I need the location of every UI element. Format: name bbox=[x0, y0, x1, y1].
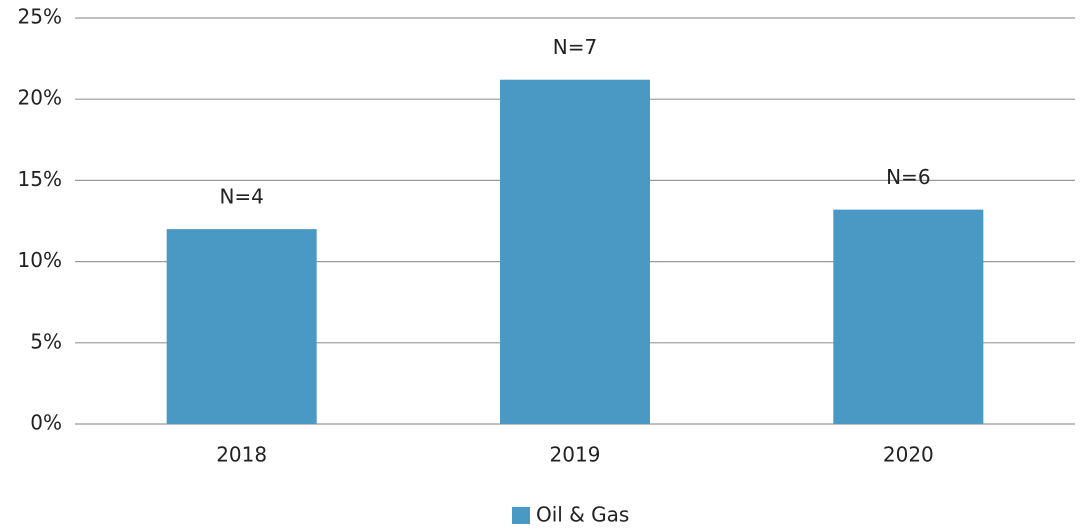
legend-label: Oil & Gas bbox=[536, 503, 629, 527]
y-tick-label: 10% bbox=[18, 248, 62, 272]
y-tick-label: 5% bbox=[30, 329, 62, 353]
x-tick-label: 2018 bbox=[216, 443, 267, 467]
y-tick-label: 0% bbox=[30, 411, 62, 435]
y-tick-label: 20% bbox=[18, 86, 62, 110]
bar bbox=[833, 209, 984, 424]
bar bbox=[500, 79, 650, 424]
x-tick-label: 2020 bbox=[883, 443, 934, 467]
annotation: N=6 bbox=[886, 165, 930, 189]
legend-swatch bbox=[512, 507, 530, 524]
annotation: N=7 bbox=[553, 35, 597, 59]
bar bbox=[166, 229, 317, 424]
y-tick-label: 25% bbox=[18, 5, 62, 29]
annotation: N=4 bbox=[219, 185, 263, 209]
x-tick-label: 2019 bbox=[550, 443, 601, 467]
y-tick-label: 15% bbox=[18, 167, 62, 191]
